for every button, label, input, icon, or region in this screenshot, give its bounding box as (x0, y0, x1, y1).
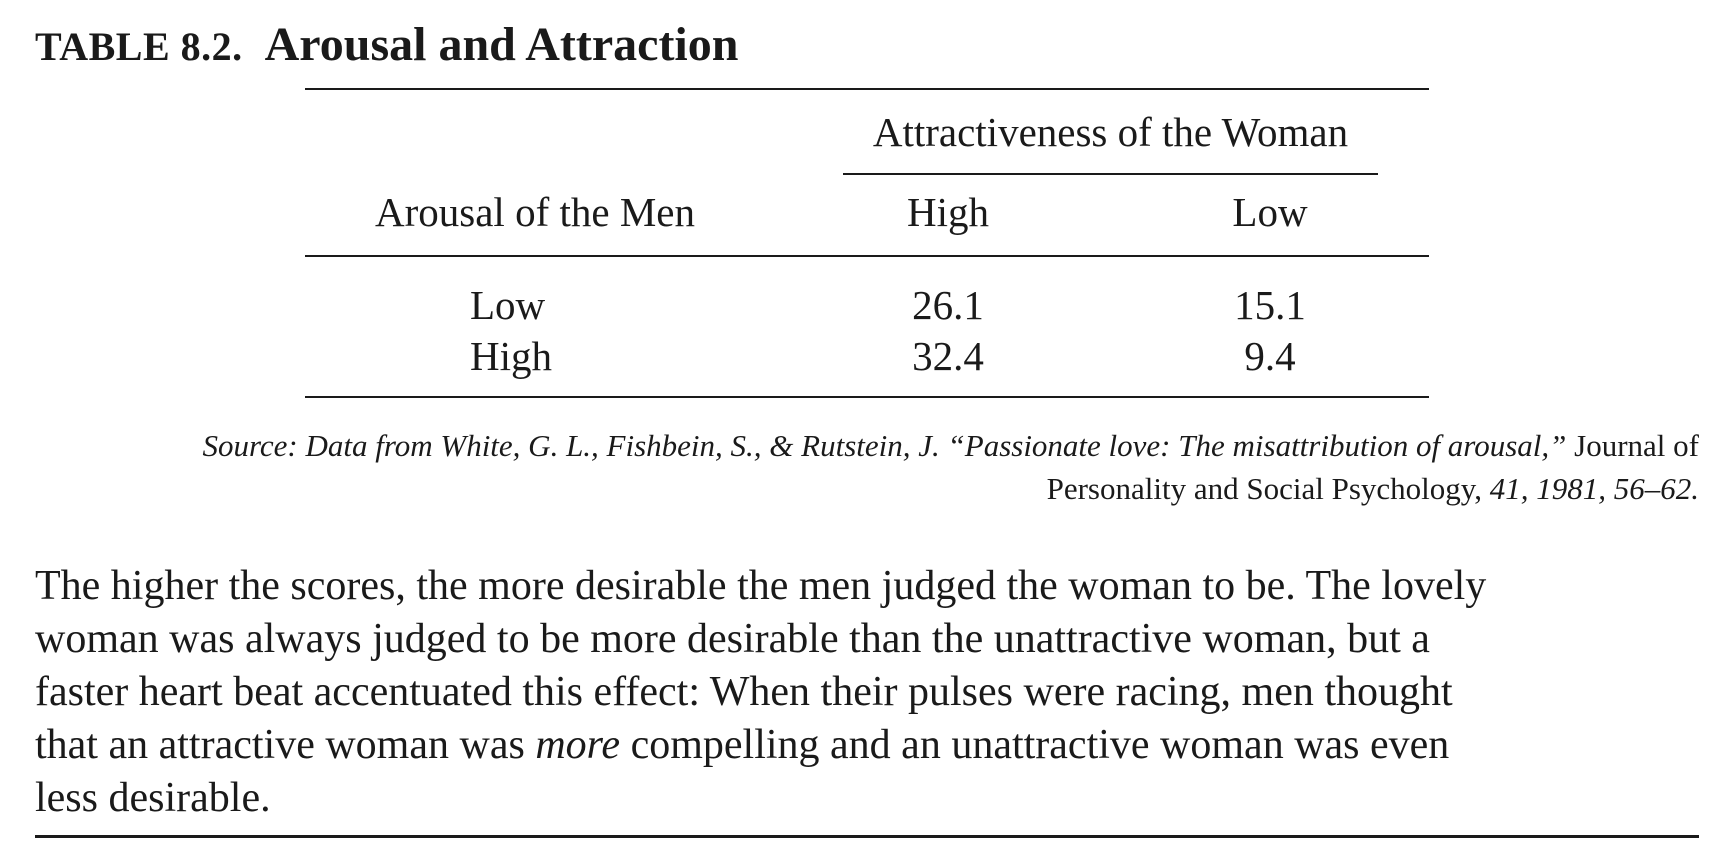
table-bottom-rule (305, 396, 1429, 398)
header-rule (305, 255, 1429, 257)
body-line: that an attractive woman was more compel… (35, 719, 1700, 772)
body-paragraph: The higher the scores, the more desirabl… (35, 560, 1700, 825)
body-text-segment: that an attractive woman was (35, 722, 525, 768)
source-journal-part1: Journal of (1574, 428, 1699, 463)
body-line: faster heart beat accentuated this effec… (35, 669, 1453, 715)
row-label-low: Low (470, 282, 546, 328)
table-top-rule (305, 88, 1429, 90)
spanner-header: Attractiveness of the Woman (872, 109, 1349, 155)
table-title-text: Arousal and Attraction (264, 18, 739, 71)
source-line-1: Source: Data from White, G. L., Fishbein… (19, 424, 1699, 467)
row-label-high: High (470, 333, 552, 379)
body-line: The higher the scores, the more desirabl… (35, 563, 1487, 609)
body-line: less desirable. (35, 775, 271, 821)
stub-header: Arousal of the Men (375, 189, 695, 235)
body-text-segment: compelling and an unattractive woman was… (630, 722, 1450, 768)
source-journal-part2: Personality and Social Psychology, (1046, 471, 1482, 506)
source-citation: Source: Data from White, G. L., Fishbein… (202, 428, 1567, 463)
source-volume: 41, 1981, 56–62. (1489, 471, 1699, 506)
cell-low-high: 26.1 (912, 282, 984, 328)
cell-high-low: 9.4 (1244, 333, 1296, 379)
column-header-high: High (907, 189, 989, 235)
column-header-low: Low (1232, 189, 1308, 235)
emphasis-text: more (535, 722, 621, 768)
table-title: TABLE 8.2. Arousal and Attraction (35, 14, 738, 78)
source-line-2: Personality and Social Psychology, 41, 1… (19, 467, 1699, 510)
spanner-rule (843, 173, 1378, 175)
page-bottom-rule (35, 835, 1699, 838)
cell-low-low: 15.1 (1234, 282, 1306, 328)
source-note: Source: Data from White, G. L., Fishbein… (19, 424, 1699, 510)
table-number: TABLE 8.2. (35, 24, 243, 69)
cell-high-high: 32.4 (912, 333, 984, 379)
body-line: woman was always judged to be more desir… (35, 616, 1430, 662)
